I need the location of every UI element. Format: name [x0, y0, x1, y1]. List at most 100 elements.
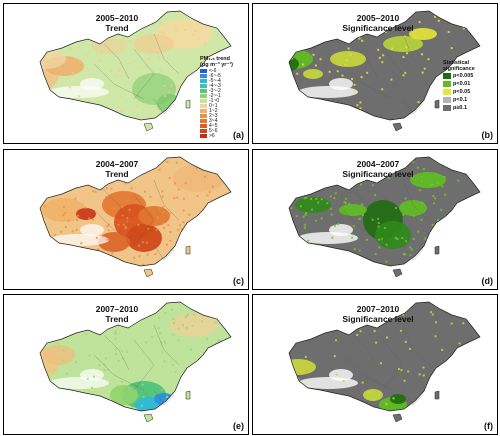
panel-label: (e) [233, 421, 244, 431]
panel-title-period: 2005–2010 [356, 13, 400, 23]
country-outline [288, 301, 481, 412]
legend-label: 1~2 [209, 107, 218, 114]
legend-item: <-6 [200, 67, 233, 74]
map-panel-d: 2004–2007 Significance level (d) [252, 149, 498, 290]
panel-title-period: 2007–2010 [356, 304, 400, 314]
china-map-d [288, 156, 481, 278]
legend-swatch [200, 133, 207, 138]
legend-item: -1~0 [200, 98, 233, 104]
panel-label: (b) [481, 130, 494, 140]
legend-swatch [200, 83, 207, 88]
panel-title: 2007–2010 Significance level [323, 304, 433, 324]
legend-item: >6 [200, 132, 233, 139]
legend-label: p<0.005 [453, 73, 474, 80]
legend-item: -4~-3 [200, 82, 233, 89]
legend-item: -6~-5 [200, 72, 233, 79]
legend-item: p≥0.1 [443, 104, 475, 112]
china-map-f [288, 301, 481, 423]
panel-title: 2005–2010 Trend [62, 13, 172, 33]
legend-label: -2~-1 [209, 92, 221, 99]
map-panel-c: 2004–2007 Trend (c) [3, 149, 249, 290]
legend-label: p<0.1 [453, 97, 468, 104]
legend-swatch [200, 108, 207, 113]
legend-swatch [200, 73, 207, 78]
panel-title-period: 2004–2007 [356, 159, 400, 169]
panel-title-kind: Significance level [342, 23, 414, 33]
panel-title-period: 2005–2010 [95, 13, 139, 23]
significance-legend: Statistical significance p<0.005 p<0.01 p<0.… [443, 60, 475, 112]
legend-swatch [200, 103, 207, 108]
sig-legend-subtitle: significance [443, 66, 475, 73]
trend-legend-units: (μg m⁻³ yr⁻¹) [200, 62, 234, 69]
panel-label: (c) [233, 276, 244, 286]
legend-swatch [200, 98, 207, 103]
panel-title-period: 2007–2010 [95, 304, 139, 314]
legend-swatch [200, 123, 207, 128]
legend-item: p<0.1 [443, 96, 475, 104]
legend-swatch [443, 105, 451, 112]
country-outline [39, 10, 232, 121]
legend-item: 5~6 [200, 128, 233, 134]
legend-swatch [443, 89, 451, 96]
legend-item: 1~2 [200, 107, 233, 114]
legend-item: -5~-4 [200, 77, 233, 84]
legend-swatch [200, 93, 207, 98]
china-map-e [39, 301, 232, 423]
panel-title: 2005–2010 Significance level [323, 13, 433, 33]
legend-swatch [443, 81, 451, 88]
legend-swatch [200, 78, 207, 83]
map-panel-e: 2007–2010 Trend (e) [3, 294, 249, 435]
map-panel-b: 2005–2010 Significance level (b) Statistica… [252, 3, 498, 144]
legend-item: 3~4 [200, 117, 233, 124]
legend-item: p<0.005 [443, 72, 475, 80]
panel-title-kind: Significance level [342, 314, 414, 324]
legend-label: p≥0.1 [453, 105, 468, 112]
china-map-c [39, 156, 232, 278]
legend-label: p<0.01 [453, 81, 471, 88]
legend-label: 2~3 [209, 112, 218, 119]
legend-item: 4~5 [200, 122, 233, 129]
legend-label: 3~4 [209, 117, 218, 124]
map-panel-f: 2007–2010 Significance level (f) [252, 294, 498, 435]
panel-title-kind: Trend [105, 314, 129, 324]
panel-label: (f) [484, 421, 493, 431]
panel-title: 2007–2010 Trend [62, 304, 172, 324]
panel-label: (d) [481, 276, 494, 286]
legend-label: p<0.05 [453, 89, 471, 96]
legend-swatch [200, 88, 207, 93]
legend-label: 0~1 [209, 102, 218, 109]
legend-swatch [200, 113, 207, 118]
panel-title-kind: Significance level [342, 169, 414, 179]
legend-label: -5~-4 [209, 77, 221, 84]
china-map-a [39, 10, 232, 132]
panel-title-kind: Trend [105, 169, 129, 179]
panel-title: 2004–2007 Significance level [323, 159, 433, 179]
legend-item: p<0.01 [443, 80, 475, 88]
trend-legend: PM₂.₅ trend (μg m⁻³ yr⁻¹) <-6 -6~-5 -5~-4 -4~… [200, 56, 234, 139]
legend-label: <-6 [209, 67, 217, 74]
country-outline [39, 301, 232, 412]
legend-swatch [443, 97, 451, 104]
legend-label: -3~-2 [209, 87, 221, 94]
legend-item: 0~1 [200, 102, 233, 109]
legend-swatch [443, 73, 451, 80]
legend-label: -6~-5 [209, 72, 221, 79]
legend-swatch [200, 68, 207, 73]
legend-item: -2~-1 [200, 92, 233, 99]
panel-title-period: 2004–2007 [95, 159, 139, 169]
legend-item: p<0.05 [443, 88, 475, 96]
panel-title: 2004–2007 Trend [62, 159, 172, 179]
legend-label: >6 [209, 132, 215, 139]
legend-label: 4~5 [209, 122, 218, 129]
panel-label: (a) [233, 130, 244, 140]
country-outline [288, 10, 481, 121]
legend-swatch [200, 128, 207, 133]
country-outline [288, 156, 481, 267]
country-outline [39, 156, 232, 267]
legend-label: -4~-3 [209, 82, 221, 89]
trend-legend-title: PM₂.₅ trend [200, 56, 231, 62]
legend-item: 2~3 [200, 112, 233, 119]
sig-legend-title: Statistical [443, 60, 469, 66]
map-panel-a: 2005–2010 Trend (a) PM₂.₅ trend (μg m⁻³ yr⁻¹… [3, 3, 249, 144]
